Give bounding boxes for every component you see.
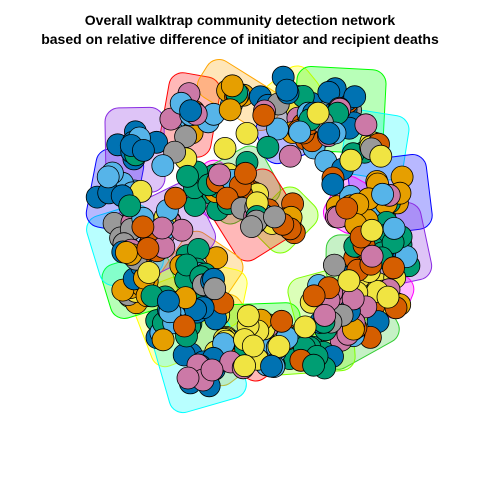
network-node bbox=[136, 237, 160, 260]
network-node bbox=[317, 121, 341, 145]
network-node bbox=[156, 289, 180, 313]
plot-title-line-1: Overall walktrap community detection net… bbox=[84, 12, 396, 28]
network-node bbox=[382, 216, 406, 240]
network-node bbox=[278, 144, 302, 168]
network-node bbox=[382, 256, 405, 280]
network-node bbox=[260, 354, 283, 378]
network-node bbox=[360, 218, 384, 242]
network-node bbox=[151, 328, 175, 352]
network-node bbox=[170, 218, 194, 242]
network-node bbox=[369, 144, 393, 168]
network-node bbox=[233, 354, 257, 378]
network-node bbox=[176, 366, 200, 390]
network-node bbox=[208, 163, 232, 187]
network-node bbox=[115, 241, 138, 264]
network-node bbox=[234, 161, 257, 185]
plot-title-line-2: based on relative difference of initiato… bbox=[41, 31, 439, 47]
network-node bbox=[302, 353, 326, 377]
network-node bbox=[293, 315, 317, 339]
network-node bbox=[371, 182, 395, 206]
network-node bbox=[252, 103, 276, 127]
network-node bbox=[275, 78, 299, 102]
network-node bbox=[335, 196, 359, 220]
network-node bbox=[213, 136, 237, 160]
network-node bbox=[288, 120, 312, 144]
network-node bbox=[322, 253, 346, 277]
network-node bbox=[131, 138, 155, 162]
network-node bbox=[241, 334, 265, 358]
network-node bbox=[306, 101, 330, 125]
network-node bbox=[164, 186, 187, 210]
network-node bbox=[337, 269, 361, 293]
network-node bbox=[313, 303, 337, 327]
network-node bbox=[343, 85, 367, 109]
network-node bbox=[266, 117, 289, 141]
network-node bbox=[203, 277, 227, 301]
network-nodes bbox=[85, 65, 421, 398]
network-node bbox=[179, 99, 203, 123]
network-node bbox=[151, 154, 175, 178]
network-node bbox=[218, 98, 242, 122]
network-node bbox=[263, 205, 286, 229]
network-node bbox=[302, 284, 326, 308]
network-node bbox=[118, 194, 142, 218]
network-node bbox=[360, 244, 384, 268]
network-node bbox=[200, 358, 224, 382]
network-node bbox=[321, 172, 345, 196]
network-node bbox=[317, 80, 341, 104]
network-node bbox=[235, 121, 259, 145]
network-node bbox=[96, 165, 120, 189]
network-node bbox=[267, 334, 291, 358]
network-node bbox=[354, 113, 378, 137]
network-node bbox=[240, 215, 263, 239]
network-node bbox=[270, 309, 294, 333]
network-node bbox=[220, 74, 244, 98]
network-node bbox=[131, 215, 155, 239]
network-node bbox=[137, 261, 161, 284]
network-node bbox=[376, 285, 400, 309]
network-node bbox=[172, 314, 196, 338]
network-node bbox=[150, 216, 174, 240]
network-node bbox=[176, 164, 199, 188]
network-node bbox=[339, 148, 363, 172]
network-node bbox=[256, 135, 280, 159]
network-node bbox=[236, 304, 260, 328]
